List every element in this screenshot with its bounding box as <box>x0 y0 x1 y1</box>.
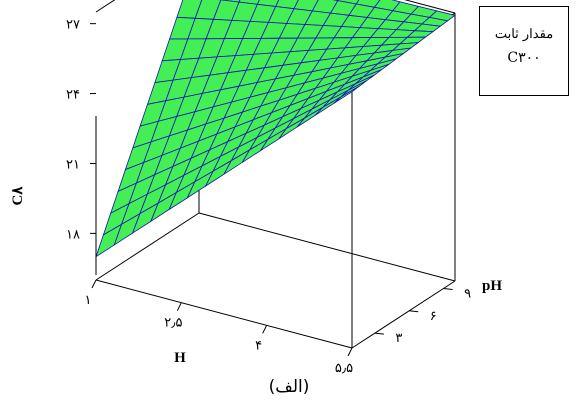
box-edge <box>351 280 456 349</box>
figure-caption: (الف) <box>268 377 310 397</box>
x-tick-label: ۱ <box>85 293 92 308</box>
z-tick-label: ۱۸ <box>66 227 80 242</box>
box-edge <box>95 212 200 281</box>
x-tick <box>91 279 97 289</box>
z-tick-label: ۲۷ <box>66 18 80 33</box>
y-axis-label: pH <box>482 278 502 294</box>
y-tick <box>409 310 419 313</box>
y-tick-label: ۶ <box>430 309 437 324</box>
x-axis-label: H <box>174 350 186 366</box>
z-tick-label: ۲۴ <box>66 88 80 103</box>
box-edge <box>404 0 456 14</box>
surface-cell <box>333 85 360 104</box>
tick-labels: ۱۸ ۲۱ ۲۴ ۲۷ ۱ ۲٫۵ ۴ ۵٫۵ ۳ ۶ ۹ <box>66 18 471 376</box>
x-tick-label: ۴ <box>255 338 262 353</box>
legend-value: C۳۰۰ <box>507 50 541 66</box>
x-tick-label: ۵٫۵ <box>335 361 353 376</box>
y-tick-label: ۹ <box>464 286 471 301</box>
x-tick-label: ۲٫۵ <box>164 316 182 331</box>
response-surface <box>95 0 456 258</box>
x-tick <box>176 302 182 311</box>
y-tick-label: ۳ <box>395 331 402 346</box>
z-axis-label: C۸ <box>10 186 26 206</box>
constant-value-legend: مقدار ثابت C۳۰۰ <box>479 6 569 96</box>
x-tick <box>347 347 353 357</box>
legend-title: مقدار ثابت <box>494 27 554 42</box>
y-tick <box>443 287 453 290</box>
z-tick-label: ۲۱ <box>66 157 80 172</box>
y-tick <box>374 332 384 335</box>
x-tick <box>262 325 268 334</box>
box-edge <box>95 0 116 13</box>
box-edge <box>198 212 456 282</box>
box-edge <box>95 279 353 349</box>
